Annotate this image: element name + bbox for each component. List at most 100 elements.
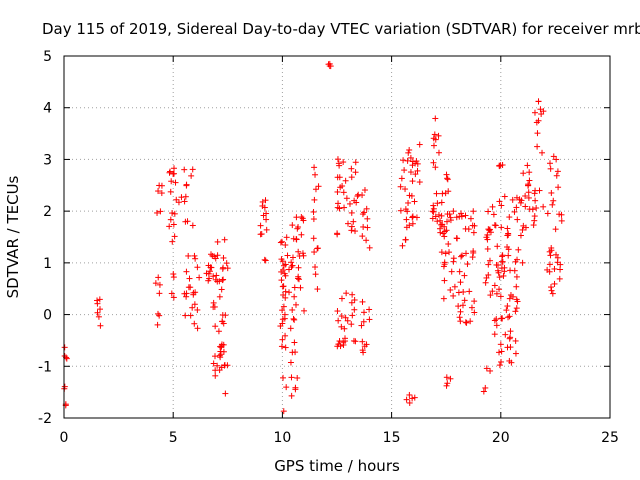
- data-point: [440, 263, 447, 270]
- data-point: [171, 233, 178, 240]
- data-point: [414, 160, 421, 167]
- data-point: [484, 245, 491, 252]
- data-point: [278, 277, 285, 284]
- data-point: [506, 357, 513, 364]
- data-point: [364, 224, 371, 231]
- data-point: [184, 218, 191, 225]
- data-point: [443, 374, 450, 381]
- data-point: [314, 245, 321, 252]
- data-point: [524, 162, 531, 169]
- data-point: [432, 115, 439, 122]
- data-point: [359, 233, 366, 240]
- chart-title: Day 115 of 2019, Sidereal Day-to-day VTE…: [42, 20, 640, 38]
- data-point: [498, 202, 505, 209]
- data-point: [300, 217, 307, 224]
- data-point: [289, 262, 296, 269]
- data-point: [366, 244, 373, 251]
- x-tick-label: 0: [60, 430, 69, 446]
- data-point: [191, 301, 198, 308]
- data-point: [257, 231, 264, 238]
- data-point: [512, 350, 519, 357]
- data-point: [444, 218, 451, 225]
- data-point: [537, 106, 544, 113]
- data-point: [213, 272, 220, 279]
- data-point: [525, 189, 532, 196]
- plot-frame: [63, 55, 611, 419]
- data-point: [450, 208, 457, 215]
- data-point: [277, 239, 284, 246]
- data-point: [457, 318, 464, 325]
- data-point: [314, 286, 321, 293]
- data-point: [544, 210, 551, 217]
- data-point: [432, 213, 439, 220]
- data-point: [288, 392, 295, 399]
- data-point: [340, 341, 347, 348]
- data-point: [462, 250, 469, 257]
- data-point: [301, 307, 308, 314]
- data-point: [337, 184, 344, 191]
- data-point: [170, 274, 177, 281]
- data-point: [409, 220, 416, 227]
- data-point: [360, 223, 367, 230]
- data-point: [282, 288, 289, 295]
- data-point: [348, 209, 355, 216]
- data-point: [338, 313, 345, 320]
- data-point: [312, 264, 319, 271]
- y-tick-label: 5: [43, 49, 52, 65]
- data-point: [220, 264, 227, 271]
- data-point: [220, 320, 227, 327]
- data-point: [505, 314, 512, 321]
- data-point: [260, 212, 267, 219]
- data-point: [468, 304, 475, 311]
- y-tick-label: -1: [38, 359, 52, 375]
- data-point: [343, 195, 350, 202]
- data-point: [411, 198, 418, 205]
- data-point: [342, 177, 349, 184]
- data-point: [283, 234, 290, 241]
- data-point: [546, 261, 553, 268]
- data-point: [496, 198, 503, 205]
- data-point: [531, 217, 538, 224]
- data-point: [506, 295, 513, 302]
- x-tick-label: 25: [601, 430, 619, 446]
- data-point: [416, 179, 423, 186]
- data-point: [352, 159, 359, 166]
- data-point: [526, 206, 533, 213]
- data-point: [166, 223, 173, 230]
- data-point: [194, 325, 201, 332]
- data-point: [492, 222, 499, 229]
- data-point: [461, 297, 468, 304]
- data-point: [170, 165, 177, 172]
- data-point: [182, 312, 189, 319]
- data-point: [353, 199, 360, 206]
- data-point: [348, 227, 355, 234]
- data-point: [470, 208, 477, 215]
- data-point: [458, 253, 465, 260]
- data-point: [348, 174, 355, 181]
- data-point: [311, 196, 318, 203]
- data-point: [94, 300, 101, 307]
- data-point: [485, 208, 492, 215]
- data-point: [441, 277, 448, 284]
- data-point: [218, 286, 225, 293]
- data-point: [406, 391, 413, 398]
- data-point: [158, 190, 165, 197]
- data-point: [222, 390, 229, 397]
- data-point: [286, 289, 293, 296]
- data-point: [551, 280, 558, 287]
- data-point: [517, 199, 524, 206]
- data-point: [453, 214, 460, 221]
- x-axis-label: GPS time / hours: [274, 457, 400, 475]
- data-point: [289, 254, 296, 261]
- data-point: [168, 178, 175, 185]
- data-point: [186, 275, 193, 282]
- data-point: [467, 215, 474, 222]
- data-point: [300, 252, 307, 259]
- data-point: [509, 196, 516, 203]
- data-point: [342, 338, 349, 345]
- data-point: [558, 217, 565, 224]
- data-point: [214, 362, 221, 369]
- data-point: [512, 337, 519, 344]
- data-point: [442, 250, 449, 257]
